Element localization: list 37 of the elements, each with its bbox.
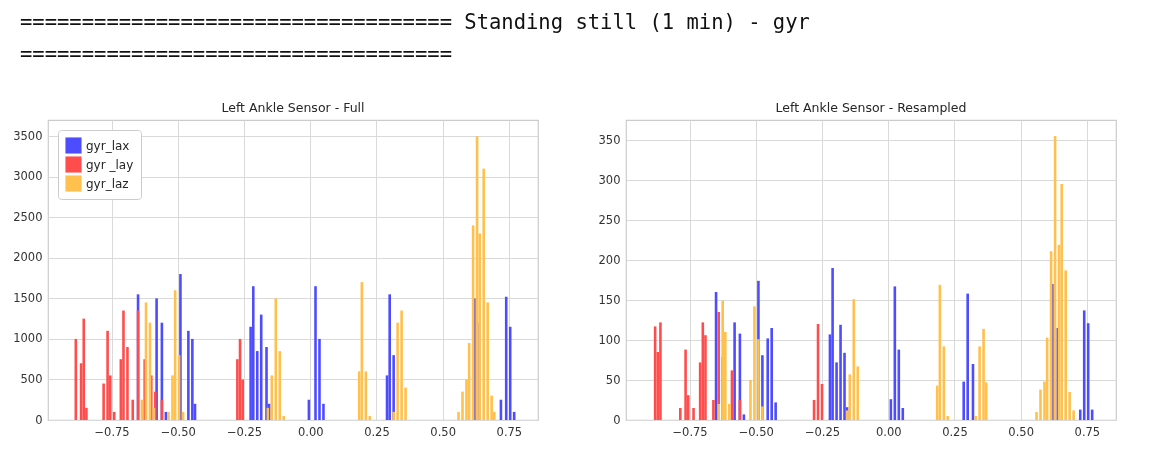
- x-tick-label: 0.50: [430, 424, 456, 439]
- y-tick-label: 250: [598, 212, 621, 227]
- y-tick-label: 300: [598, 172, 621, 187]
- chart-title: Left Ankle Sensor - Resampled: [775, 99, 967, 115]
- x-tick-label: −0.50: [160, 424, 196, 439]
- x-tick-label: 0.00: [297, 424, 324, 439]
- y-tick-label: 3000: [13, 169, 43, 184]
- y-tick-label: 350: [598, 132, 621, 147]
- legend-label: gyr_laz: [86, 176, 129, 191]
- y-tick-label: 2000: [13, 250, 43, 265]
- x-tick-label: 0.25: [364, 424, 390, 439]
- y-tick-label: 1000: [13, 331, 43, 346]
- x-tick-label: −0.50: [738, 424, 774, 439]
- y-tick-label: 0: [613, 412, 621, 427]
- y-tick-label: 100: [598, 332, 621, 347]
- y-tick-label: 0: [35, 412, 43, 427]
- text: =================================== Standing still (1 min) - gyr: [20, 9, 810, 36]
- x-tick-label: 0.75: [496, 424, 523, 439]
- x-tick-label: −0.25: [226, 424, 263, 439]
- text: ===================================: [20, 41, 453, 68]
- y-tick-label: 3500: [13, 128, 43, 143]
- y-tick-label: 2500: [13, 209, 43, 224]
- x-tick-label: 0.50: [1008, 424, 1034, 439]
- y-tick-label: 50: [605, 372, 621, 387]
- legend-label: gyr _lay: [86, 157, 134, 172]
- y-tick-label: 200: [598, 252, 621, 267]
- x-tick-label: 0.75: [1074, 424, 1101, 439]
- x-tick-label: −0.75: [672, 424, 708, 439]
- chart-title: Left Ankle Sensor - Full: [221, 99, 365, 115]
- x-tick-label: 0.00: [875, 424, 902, 439]
- y-tick-label: 500: [20, 371, 43, 386]
- x-tick-label: −0.75: [94, 424, 130, 439]
- x-tick-label: −0.25: [804, 424, 841, 439]
- y-tick-label: 1500: [13, 290, 43, 305]
- x-tick-label: 0.25: [942, 424, 968, 439]
- y-tick-label: 150: [598, 292, 621, 307]
- legend-label: gyr_lax: [86, 138, 130, 153]
